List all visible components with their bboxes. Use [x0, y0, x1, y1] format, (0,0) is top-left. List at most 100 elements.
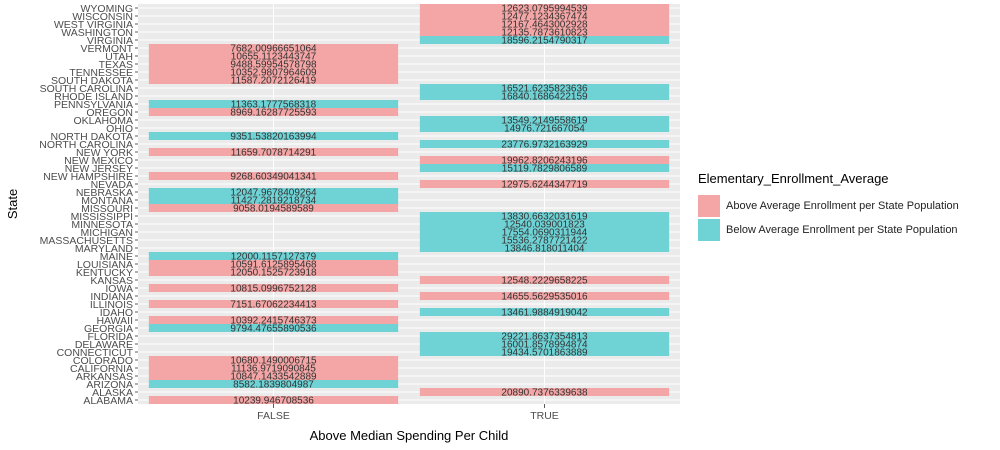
y-tick-label: LOUISIANA [77, 259, 133, 271]
bar-value-label: 12047.9678409264 [230, 188, 317, 199]
y-tick-label: OREGON [86, 107, 133, 119]
y-tick-label: FLORIDA [87, 331, 133, 343]
y-tick-label: TENNESSEE [69, 67, 133, 79]
legend-title: Elementary_Enrollment_Average [698, 171, 889, 186]
bar-tile [148, 268, 399, 276]
bar-value-label: 16840.1686422159 [501, 92, 588, 103]
bar-tile [148, 44, 399, 52]
bar-value-label: 16001.8578994874 [501, 340, 588, 351]
y-tick-label: CALIFORNIA [70, 363, 133, 375]
y-tick-label: MARYLAND [75, 243, 134, 255]
legend-label-below: Below Average Enrollment per State Popul… [726, 224, 958, 236]
bar-tile [419, 124, 670, 132]
y-tick-label: NEW YORK [76, 147, 133, 159]
y-tick-label: MASSACHUSETTS [40, 235, 133, 247]
y-tick-label: RHODE ISLAND [54, 91, 133, 103]
bar-tile [419, 156, 670, 164]
bar-tile [419, 340, 670, 348]
y-tick-label: INDIANA [90, 291, 133, 303]
y-tick-label: NEW MEXICO [64, 155, 133, 167]
bar-tile [148, 300, 399, 308]
bar-value-label: 10847.1433542889 [230, 372, 317, 383]
bar-tile [148, 76, 399, 84]
bar-value-label: 10352.9807964609 [230, 68, 317, 79]
bar-tile [419, 292, 670, 300]
bar-tile [148, 356, 399, 364]
bar-value-label: 9351.53820163994 [230, 132, 317, 143]
y-tick-label: IDAHO [100, 307, 133, 319]
bar-tile [419, 140, 670, 148]
y-tick-label: NORTH CAROLINA [39, 139, 133, 151]
bar-value-label: 7151.67062234413 [230, 300, 317, 311]
y-axis-title: State [5, 189, 20, 219]
y-tick-label: NEBRASKA [76, 187, 133, 199]
bar-value-label: 14655.5629535016 [501, 292, 588, 303]
bar-tile [148, 252, 399, 260]
bar-value-label: 10680.1490006715 [230, 356, 317, 367]
y-tick-label: ALABAMA [83, 395, 133, 407]
y-tick-label: MONTANA [81, 195, 133, 207]
y-tick-label: OKLAHOMA [73, 115, 133, 127]
legend-key-above [698, 195, 720, 217]
y-tick-label: WISCONSIN [72, 11, 133, 23]
bar-tile [148, 316, 399, 324]
bar-tile [148, 108, 399, 116]
bar-value-label: 9268.60349041341 [230, 172, 317, 183]
y-tick-label: VIRGINIA [87, 35, 133, 47]
bar-tile [148, 60, 399, 68]
bars-layer: 10239.946708536 20890.7376339638 8582.1839… [148, 4, 670, 407]
bar-value-label: 9794.47655890536 [230, 324, 317, 335]
y-tick-label: MAINE [100, 251, 133, 263]
bar-value-label: 12000.1157127379 [231, 252, 317, 263]
bar-tile [419, 212, 670, 220]
y-tick-label: KANSAS [90, 275, 133, 287]
bar-value-label: 12477.1234367474 [501, 12, 588, 23]
bar-value-label: 29221.8637354813 [501, 332, 588, 343]
bar-tile [419, 116, 670, 124]
bar-tile [148, 172, 399, 180]
y-tick-label: DELAWARE [75, 339, 133, 351]
y-tick-label: MICHIGAN [81, 227, 134, 239]
bar-tile [148, 372, 399, 380]
y-tick-label: MISSOURI [81, 203, 133, 215]
bar-tile [419, 4, 670, 12]
bar-value-label: 19434.5701863889 [501, 348, 588, 359]
bar-value-label: 10239.946708536 [233, 396, 314, 407]
bar-tile [419, 92, 670, 100]
bar-value-label: 14976.721667054 [504, 124, 585, 135]
bar-tile [419, 228, 670, 236]
bar-tile [419, 36, 670, 44]
bar-value-label: 18596.2154790317 [501, 36, 588, 47]
bar-value-label: 7682.00966651064 [230, 44, 317, 55]
bar-tile [148, 196, 399, 204]
bar-value-label: 10655.1123443747 [231, 52, 317, 63]
bar-tile [419, 20, 670, 28]
y-tick-label: ARIZONA [86, 379, 133, 391]
y-tick-label: ILLINOIS [90, 299, 133, 311]
bar-value-label: 13549.2149558619 [501, 116, 588, 127]
bar-value-label: 20890.7376339638 [501, 388, 588, 399]
bar-value-label: 9488.59954578798 [230, 60, 317, 71]
bar-value-label: 16521.6235823636 [501, 84, 588, 95]
bar-value-label: 10815.0996752128 [230, 284, 317, 295]
legend-item-below: Below Average Enrollment per State Popul… [698, 218, 998, 242]
x-tick-label: TRUE [530, 410, 559, 422]
y-tick-label: MISSISSIPPI [71, 211, 133, 223]
bar-tile [148, 396, 399, 404]
y-axis-tick-labels: ALABAMAALASKAARIZONAARKANSASCALIFORNIACO… [39, 3, 138, 407]
y-tick-label: KENTUCKY [76, 267, 133, 279]
y-tick-label: PENNSYLVANIA [54, 99, 133, 111]
bar-tile [148, 380, 399, 388]
bar-value-label: 17554.0690311944 [502, 228, 588, 239]
bar-tile [419, 12, 670, 20]
bar-value-label: 12623.0795994539 [501, 4, 588, 15]
x-axis-title: Above Median Spending Per Child [310, 428, 509, 443]
bar-tile [419, 348, 670, 356]
bar-value-label: 11136.9719090845 [231, 364, 316, 375]
y-tick-label: TEXAS [99, 59, 133, 71]
bar-value-label: 11659.7078714291 [231, 148, 317, 159]
bar-tile [148, 364, 399, 372]
y-tick-label: ALASKA [92, 387, 133, 399]
bar-tile [148, 324, 399, 332]
